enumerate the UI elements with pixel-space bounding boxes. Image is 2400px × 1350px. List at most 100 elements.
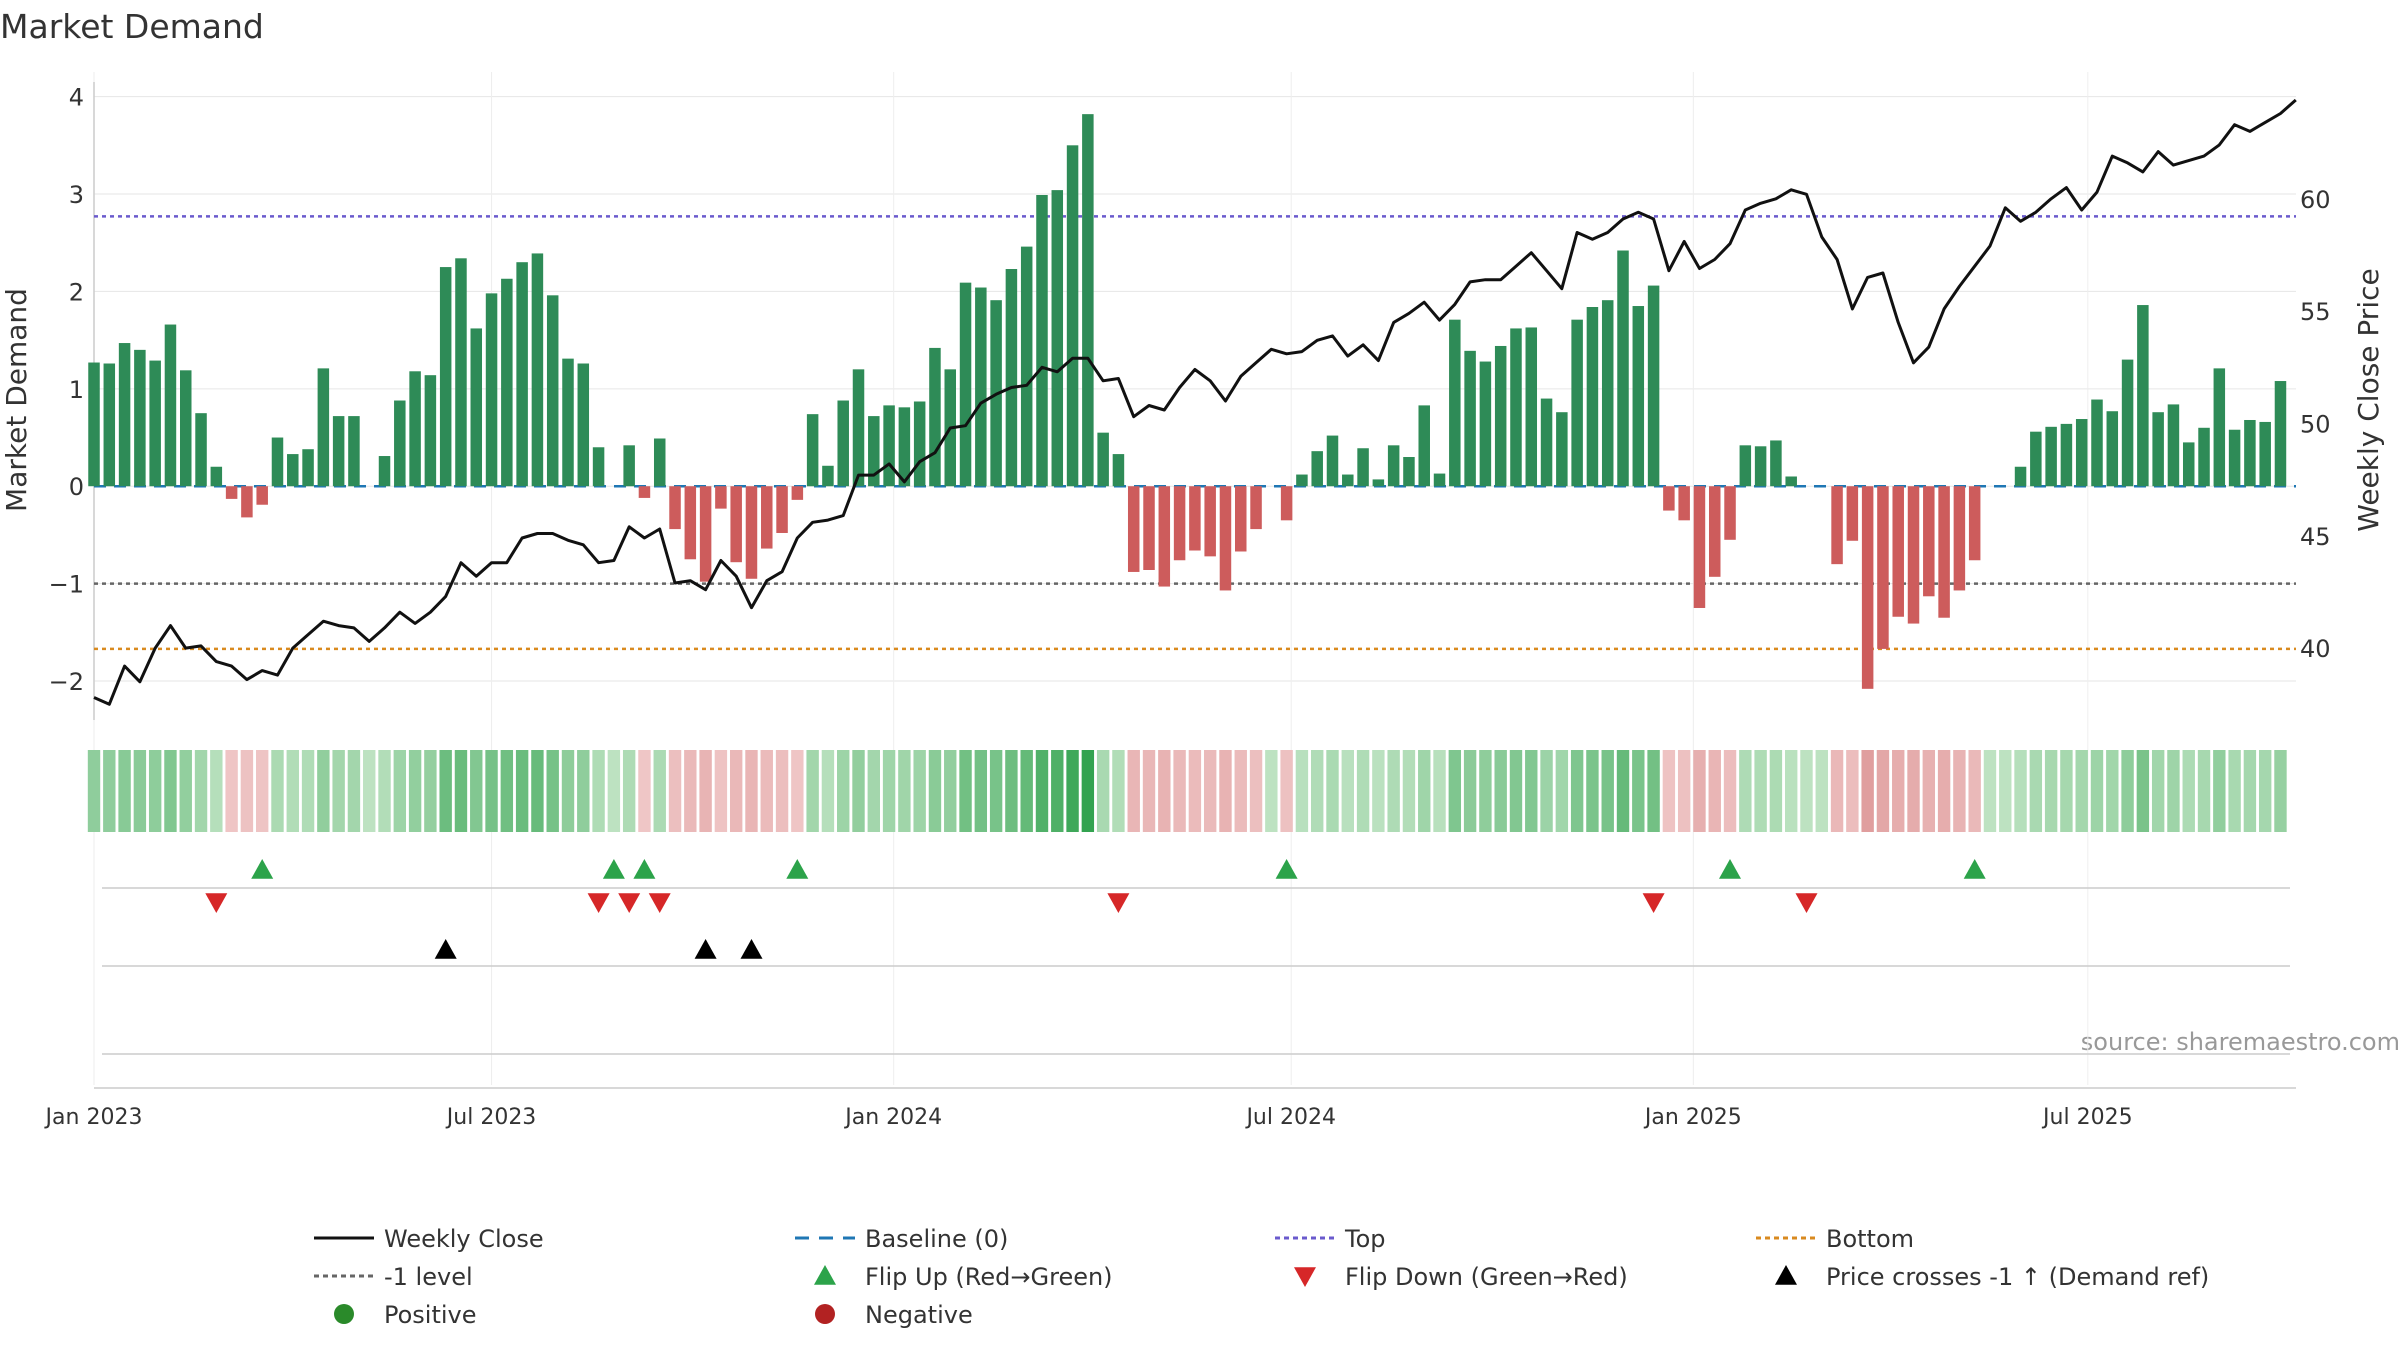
demand-bar	[2030, 431, 2042, 487]
flip-up-marker	[1275, 859, 1298, 879]
demand-bar	[378, 456, 391, 487]
heat-cell	[87, 750, 101, 832]
x-tick-label: Jan 2023	[44, 1105, 143, 1130]
demand-bar	[271, 437, 284, 487]
left-axis-ticks: 4 3 2 1 0 −1 −2	[49, 84, 84, 696]
heat-cell	[714, 750, 728, 832]
legend-label: -1 level	[384, 1263, 473, 1291]
legend-item: -1 level	[314, 1263, 473, 1291]
heat-cell	[1769, 750, 1783, 832]
heat-cell	[1372, 750, 1385, 832]
demand-bar	[1601, 300, 1614, 487]
right-axis-ticks: 60 55 50 45 40	[2300, 186, 2331, 663]
demand-bar	[195, 413, 207, 487]
demand-bar	[2167, 404, 2180, 487]
legend: Weekly Close Baseline (0) Top Bottom -1 leve…	[314, 1225, 2209, 1329]
demand-bar	[1479, 361, 1492, 487]
heat-cell	[2060, 750, 2073, 832]
heat-cell	[2121, 750, 2134, 832]
right-tick-label: 55	[2300, 298, 2331, 326]
demand-bar	[1953, 486, 1966, 591]
flip-down-marker	[587, 893, 610, 913]
heat-cell	[271, 750, 284, 832]
demand-bar	[118, 343, 131, 487]
heat-cell	[1142, 750, 1156, 832]
heat-cell	[913, 750, 926, 832]
heat-cell	[1463, 750, 1477, 832]
heat-cell	[1953, 750, 1966, 832]
heat-cell	[974, 750, 988, 832]
demand-bar	[1342, 474, 1354, 487]
heat-cell	[699, 750, 712, 832]
heat-cell	[1830, 750, 1844, 832]
demand-bar	[715, 486, 727, 509]
legend-label: Flip Down (Green→Red)	[1345, 1263, 1628, 1291]
heat-cell	[1280, 750, 1293, 832]
demand-bar	[1540, 398, 1553, 487]
demand-bar	[1938, 486, 1950, 618]
demand-bar	[2075, 419, 2088, 487]
legend-label: Top	[1344, 1225, 1386, 1253]
demand-bar	[1097, 432, 1109, 487]
demand-bar	[745, 486, 758, 579]
demand-bar	[332, 416, 345, 487]
heat-cell	[240, 750, 254, 832]
heat-cell	[684, 750, 697, 832]
demand-bar	[1296, 474, 1308, 487]
heat-cell	[500, 750, 514, 832]
heat-cell	[882, 750, 896, 832]
heat-cell	[2044, 750, 2058, 832]
demand-bar	[1418, 405, 1430, 487]
heat-cell	[1922, 750, 1936, 832]
demand-bar	[1326, 435, 1339, 487]
legend-item: Flip Down (Green→Red)	[1294, 1263, 1628, 1291]
demand-bar	[2274, 381, 2287, 487]
heat-cell	[2014, 750, 2027, 832]
demand-bar	[1082, 114, 1094, 487]
heat-cell	[133, 750, 147, 832]
heat-cell	[1066, 750, 1079, 832]
heat-cell	[2182, 750, 2195, 832]
heat-cell	[1020, 750, 1033, 832]
heat-cell	[1203, 750, 1217, 832]
demand-bar	[2198, 427, 2210, 487]
legend-item: Weekly Close	[314, 1225, 544, 1253]
weekly-close-series	[93, 98, 2297, 706]
demand-bar	[822, 465, 834, 487]
demand-bar	[1219, 486, 1232, 591]
flip-up-marker	[602, 859, 625, 879]
demand-bar	[348, 416, 360, 487]
demand-bar	[317, 368, 330, 487]
heat-cell	[821, 750, 835, 832]
right-tick-label: 40	[2300, 635, 2331, 663]
heat-cell	[1433, 750, 1446, 832]
heat-cell	[1112, 750, 1125, 832]
demand-bar	[88, 362, 100, 487]
flip-down-marker	[648, 893, 671, 913]
demand-bar	[1663, 486, 1675, 511]
demand-bar	[2137, 305, 2149, 487]
demand-bar	[699, 486, 712, 582]
legend-label: Bottom	[1826, 1225, 1914, 1253]
heat-cell	[561, 750, 575, 832]
demand-bar	[1923, 486, 1935, 597]
heat-cell	[898, 750, 911, 832]
demand-bar	[1250, 486, 1262, 530]
heat-cell	[408, 750, 422, 832]
legend-label: Baseline (0)	[865, 1225, 1008, 1253]
heat-cell	[103, 750, 116, 832]
heat-cell	[1616, 750, 1630, 832]
heat-cell	[806, 750, 819, 832]
heat-cell	[607, 750, 621, 832]
demand-bar	[424, 375, 437, 487]
legend-label: Negative	[865, 1301, 973, 1329]
demand-bar	[1693, 486, 1706, 608]
legend-item: Baseline (0)	[795, 1225, 1008, 1253]
demand-bar	[409, 371, 421, 487]
demand-bar	[2259, 421, 2271, 487]
heat-cell	[424, 750, 437, 832]
demand-bar	[1158, 486, 1171, 587]
demand-bar	[179, 370, 192, 487]
